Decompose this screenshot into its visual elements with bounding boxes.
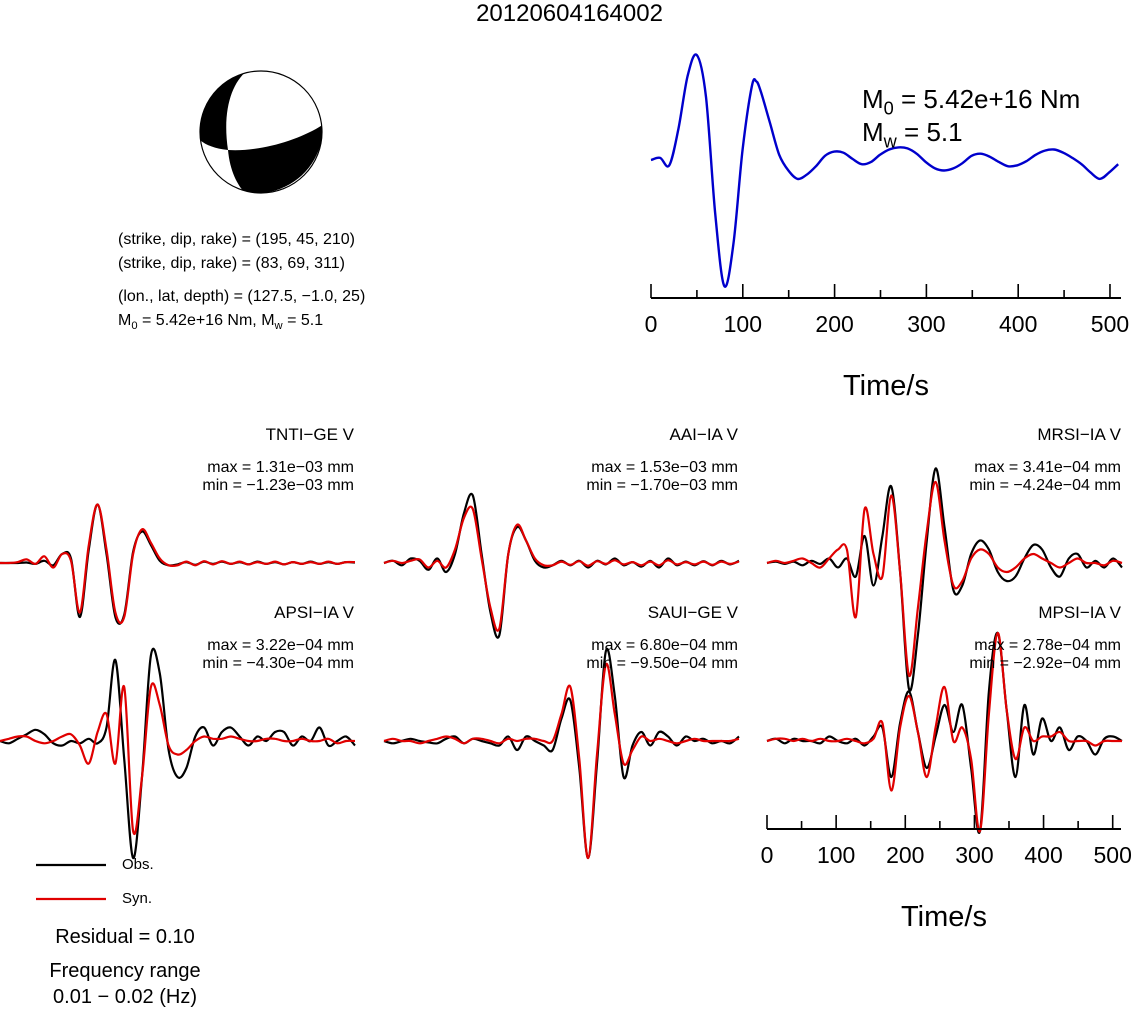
station-max-amplitude: max = 3.22e−04 mm (207, 637, 354, 654)
frequency-range-value: 0.01 − 0.02 (Hz) (53, 986, 197, 1008)
synthetic-trace (766, 631, 1122, 833)
station-min-amplitude: min = −9.50e−04 mm (586, 655, 738, 672)
station-max-amplitude: max = 3.41e−04 mm (974, 459, 1121, 476)
waveform-tick-label: 100 (817, 842, 855, 868)
station-max-amplitude: max = 1.31e−03 mm (207, 459, 354, 476)
stf-tick-label: 300 (907, 311, 945, 337)
stf-magnitude-label: Mw = 5.1 (862, 117, 963, 152)
station-min-amplitude: min = −1.23e−03 mm (202, 477, 354, 494)
hypocenter-location: (lon., lat, depth) = (127.5, −1.0, 25) (118, 288, 366, 305)
station-min-amplitude: min = −1.70e−03 mm (586, 477, 738, 494)
residual-label: Residual = 0.10 (55, 926, 195, 948)
station-max-amplitude: max = 2.78e−04 mm (974, 637, 1121, 654)
stf-curve (650, 53, 1120, 288)
synthetic-trace (383, 505, 740, 632)
waveform-tick-label: 200 (886, 842, 924, 868)
station-name: AAI−IA V (669, 425, 738, 444)
legend-obs-label: Obs. (122, 856, 154, 873)
stf-tick-label: 400 (999, 311, 1037, 337)
nodal-plane-2: (strike, dip, rake) = (83, 69, 311) (118, 255, 345, 272)
synthetic-trace (0, 682, 356, 835)
nodal-plane-1: (strike, dip, rake) = (195, 45, 210) (118, 231, 355, 248)
stf-tick-label: 0 (645, 311, 658, 337)
synthetic-trace (0, 503, 356, 624)
observed-trace (0, 647, 356, 860)
waveform-xlabel: Time/s (901, 901, 987, 933)
station-name: APSI−IA V (274, 603, 354, 622)
frequency-range-label: Frequency range (49, 960, 201, 982)
station-name: SAUI−GE V (647, 603, 738, 622)
legend (36, 863, 106, 901)
stf-tick-label: 500 (1091, 311, 1129, 337)
station-name: MRSI−IA V (1037, 425, 1121, 444)
waveform-panels: 0 100 200 300 400 500 Time/s (0, 467, 1132, 933)
stf-moment-label: M0 = 5.42e+16 Nm (862, 84, 1081, 119)
station-name: MPSI−IA V (1038, 603, 1121, 622)
stf-tick-label: 200 (815, 311, 853, 337)
stf-tick-label: 100 (724, 311, 762, 337)
station-name: TNTI−GE V (265, 425, 354, 444)
station-max-amplitude: max = 6.80e−04 mm (591, 637, 738, 654)
waveform-tick-label: 500 (1094, 842, 1132, 868)
moment-summary: M0 = 5.42e+16 Nm, Mw = 5.1 (118, 312, 324, 332)
beachball-quadrant-4 (228, 124, 322, 193)
synthetic-trace (766, 480, 1123, 677)
waveform-tick-label: 300 (955, 842, 993, 868)
observed-trace (383, 647, 740, 860)
station-min-amplitude: min = −4.24e−04 mm (969, 477, 1121, 494)
figure-title: 20120604164002 (476, 0, 663, 27)
stf-xlabel: Time/s (843, 370, 929, 402)
station-min-amplitude: min = −4.30e−04 mm (202, 655, 354, 672)
beachball (199, 70, 323, 194)
synthetic-trace (383, 662, 740, 860)
station-min-amplitude: min = −2.92e−04 mm (969, 655, 1121, 672)
waveform-tick-label: 400 (1024, 842, 1062, 868)
station-max-amplitude: max = 1.53e−03 mm (591, 459, 738, 476)
waveform-tick-label: 0 (761, 842, 774, 868)
legend-syn-label: Syn. (122, 890, 153, 907)
source-time-function-plot: 0 100 200 300 400 500 Time/s (645, 53, 1129, 402)
